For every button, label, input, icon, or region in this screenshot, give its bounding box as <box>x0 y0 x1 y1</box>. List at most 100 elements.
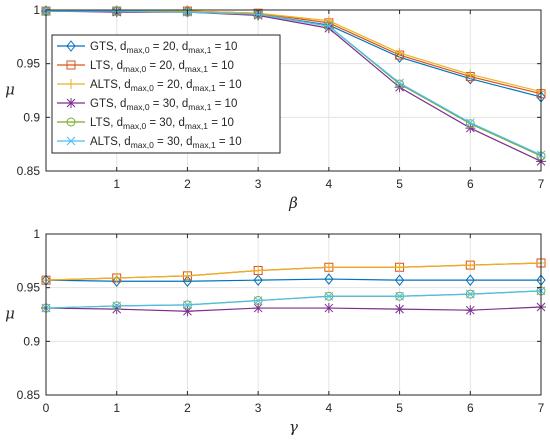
legend-label: LTS, dmax,0 = 20, dmax,1 = 10 <box>90 60 234 74</box>
y-tick-label: 0.95 <box>17 57 41 71</box>
marker-c1-s2-p6 <box>465 260 476 271</box>
series-line <box>45 10 542 162</box>
series-line <box>45 290 542 309</box>
legend-label-part: max,1 <box>193 83 216 93</box>
marker-c1-s3-p5 <box>394 304 405 315</box>
legend-label-part: LTS, d <box>90 117 123 129</box>
axes-frame <box>45 233 542 396</box>
marker-c1-s5-p3 <box>253 296 263 305</box>
x-tick-label: 5 <box>396 177 403 191</box>
x-tick-label: 3 <box>255 177 262 191</box>
series-line <box>45 278 541 282</box>
y-tick-label: 0.9 <box>23 110 40 124</box>
marker-c1-s2-p2 <box>182 270 193 281</box>
legend-label-part: ALTS, d <box>90 136 131 148</box>
x-tick-label: 5 <box>396 401 403 415</box>
y-tick-label: 1 <box>33 227 40 241</box>
legend-label-part: = 10 <box>216 79 242 91</box>
x-tick-label: 1 <box>113 177 120 191</box>
marker-c1-s3-p4 <box>323 303 334 314</box>
x-tick-label: 4 <box>326 177 333 191</box>
legend-label-part: = 20, d <box>154 79 193 91</box>
legend-label-part: = 30, d <box>146 117 185 129</box>
marker-c1-s0-p5 <box>394 274 405 286</box>
series-line <box>45 306 542 312</box>
x-axis-label: β <box>288 194 298 212</box>
marker-clegend-s3-p0 <box>66 98 76 108</box>
marker-c0-s3-p5 <box>394 82 405 93</box>
legend-label-part: max,1 <box>188 45 211 55</box>
marker-c0-s3-p3 <box>253 10 264 21</box>
legend-entry-1: LTS, dmax,0 = 20, dmax,1 = 10 <box>57 60 234 74</box>
marker-c0-s3-p4 <box>323 23 334 34</box>
marker-c1-s0-p6 <box>465 274 475 286</box>
marker-c1-s2-p3 <box>253 265 264 276</box>
y-tick-label: 0.85 <box>17 388 41 402</box>
y-tick-label: 0.85 <box>17 164 41 178</box>
legend-label: GTS, dmax,0 = 30, dmax,1 = 10 <box>90 98 237 112</box>
y-axis-label: μ <box>5 81 15 99</box>
marker-clegend-s5-p0 <box>66 136 76 146</box>
y-axis-label: μ <box>5 305 15 323</box>
legend-entry-4: LTS, dmax,0 = 30, dmax,1 = 10 <box>57 117 234 131</box>
legend-label-part: GTS, d <box>90 98 126 110</box>
marker-c0-s5-p3 <box>253 9 263 19</box>
legend-label-part: max,1 <box>185 64 208 74</box>
marker-c1-s0-p3 <box>253 274 263 286</box>
legend-label-part: max,1 <box>188 102 211 112</box>
legend-label: LTS, dmax,0 = 30, dmax,1 = 10 <box>90 117 234 131</box>
marker-c1-s5-p5 <box>395 291 404 301</box>
marker-c0-s4-p6 <box>465 119 475 129</box>
marker-c1-s3-p2 <box>182 306 193 317</box>
marker-c1-s3-p3 <box>253 303 264 314</box>
x-tick-label: 3 <box>255 401 262 415</box>
legend-label-part: max,0 <box>123 64 146 74</box>
legend-label: GTS, dmax,0 = 20, dmax,1 = 10 <box>90 41 237 55</box>
legend-label-part: max,0 <box>131 83 154 93</box>
axes-frame <box>45 9 542 172</box>
marker-c1-s5-p6 <box>465 289 475 299</box>
legend-label-part: = 10 <box>211 98 237 110</box>
x-tick-label: 4 <box>326 401 333 415</box>
x-tick-label: 6 <box>467 401 474 415</box>
marker-c0-s5-p5 <box>395 78 404 88</box>
series-line <box>46 10 542 156</box>
marker-c1-s5-p1 <box>112 301 122 311</box>
marker-c1-s2-p1 <box>111 273 122 284</box>
legend-label-part: = 30, d <box>154 136 193 148</box>
marker-clegend-s2-p0 <box>66 79 76 89</box>
legend-entry-0: GTS, dmax,0 = 20, dmax,1 = 10 <box>57 40 237 55</box>
x-tick-label: 7 <box>538 177 545 191</box>
marker-c0-s4-p5 <box>395 79 405 89</box>
legend-label-part: max,0 <box>131 140 154 150</box>
marker-c1-s0-p4 <box>324 273 334 285</box>
marker-c1-s5-p2 <box>183 300 192 310</box>
marker-c0-s2-p5 <box>394 47 405 58</box>
x-tick-label: 6 <box>467 177 474 191</box>
legend-label-part: max,1 <box>193 140 216 150</box>
legend-label-part: max,0 <box>123 121 146 131</box>
legend-label-part: max,0 <box>126 102 149 112</box>
legend-label-part: = 10 <box>208 60 234 72</box>
legend-label-part: = 20, d <box>146 60 185 72</box>
legend-label-part: LTS, d <box>90 60 123 72</box>
x-tick-label: 7 <box>538 401 545 415</box>
legend-label-part: = 10 <box>211 41 237 53</box>
bottom-panel: 0 1 2 3 4 5 6 7 0.85 0.9 0.95 1 γ μ <box>5 227 546 436</box>
legend-entry-2: ALTS, dmax,0 = 20, dmax,1 = 10 <box>57 79 242 93</box>
legend-label-part: = 30, d <box>150 98 189 110</box>
marker-c1-s2-p5 <box>394 262 405 273</box>
legend-entry-3: GTS, dmax,0 = 30, dmax,1 = 10 <box>57 98 237 112</box>
legend-label-part: = 10 <box>216 136 242 148</box>
legend-label: ALTS, dmax,0 = 30, dmax,1 = 10 <box>90 136 242 150</box>
legend-box <box>51 34 281 154</box>
y-tick-label: 0.9 <box>23 334 40 348</box>
marker-clegend-s1-p0 <box>66 60 76 70</box>
marker-c1-s5-p4 <box>324 291 334 301</box>
x-tick-label: 1 <box>113 401 120 415</box>
legend-label-part: = 10 <box>208 117 234 129</box>
legend-label-part: max,1 <box>185 121 208 131</box>
marker-c0-s5-p6 <box>465 118 475 128</box>
